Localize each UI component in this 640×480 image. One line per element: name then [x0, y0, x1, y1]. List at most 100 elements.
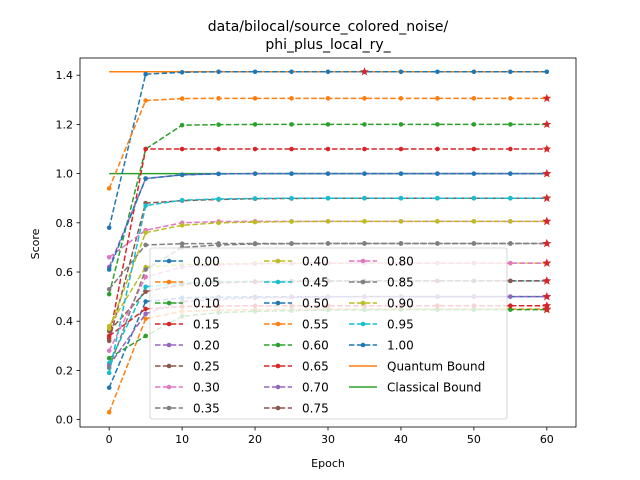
legend-label-14: 0.70: [302, 381, 329, 395]
data-point-18-2: [179, 222, 185, 228]
data-point-0-4: [252, 69, 258, 75]
legend: 0.00 0.05 0.10 0.15 0.20 0.25 0.30 0.35 0.40 0.45…: [149, 247, 508, 420]
legend-label-0: 0.00: [193, 255, 220, 269]
legend-label-12: 0.60: [302, 339, 329, 353]
data-point-2-3: [216, 122, 221, 127]
legend-marker-19: [360, 321, 366, 327]
data-point-2-10: [471, 122, 477, 127]
best-score-star-1: [542, 93, 552, 103]
best-score-star-13: [542, 301, 552, 310]
data-point-2-0: [106, 291, 112, 297]
data-point-0-5: [289, 69, 294, 75]
data-point-3-11: [508, 146, 513, 152]
data-point-2-2: [179, 122, 185, 128]
data-point-16-1: [143, 274, 148, 280]
data-point-19-4: [252, 196, 258, 201]
legend-label-4: 0.20: [193, 339, 220, 353]
legend-label-5: 0.25: [193, 360, 220, 374]
data-point-9-1: [143, 284, 148, 290]
data-point-15-11: [508, 278, 513, 284]
data-point-20-4: [252, 171, 258, 176]
legend-marker-13: [275, 363, 281, 369]
x-tick-label-3: 30: [321, 433, 335, 446]
data-point-19-8: [398, 195, 404, 201]
y-axis-label: Score: [29, 228, 42, 259]
data-point-0-6: [325, 69, 331, 75]
data-point-20-5: [289, 171, 294, 176]
data-point-3-7: [362, 146, 367, 152]
data-point-1-7: [362, 96, 367, 101]
y-tick-label-7: 1.4: [56, 69, 74, 82]
legend-marker-17: [360, 279, 366, 285]
data-point-19-5: [289, 195, 294, 201]
data-point-12-0: [106, 355, 112, 361]
legend-label-19: 0.95: [387, 318, 414, 332]
legend-label-13: 0.65: [302, 360, 329, 374]
data-point-18-4: [252, 219, 258, 225]
legend-label-18: 0.90: [387, 297, 414, 311]
data-point-1-9: [435, 96, 440, 101]
data-point-7-1: [143, 242, 148, 248]
data-point-20-2: [179, 172, 185, 178]
legend-label-17: 0.85: [387, 276, 414, 290]
y-tick-label-6: 1.2: [56, 118, 74, 131]
legend-marker-16: [360, 258, 366, 264]
legend-marker-18: [360, 300, 366, 306]
data-point-10-0: [106, 385, 112, 390]
legend-marker-9: [275, 279, 281, 285]
legend-marker-12: [275, 342, 281, 348]
data-point-17-4: [252, 241, 258, 247]
best-score-star-17: [542, 238, 552, 248]
data-point-19-6: [325, 195, 331, 201]
data-point-19-7: [362, 195, 367, 201]
data-point-18-0: [106, 326, 112, 331]
data-point-1-4: [252, 96, 258, 101]
data-point-18-11: [508, 219, 513, 224]
data-point-1-6: [325, 96, 331, 101]
chart-title-line-1: data/bilocal/source_colored_noise/: [208, 19, 449, 35]
legend-marker-0: [166, 258, 172, 264]
data-point-0-2: [179, 69, 185, 75]
data-point-3-5: [289, 146, 294, 152]
data-point-7-2: [179, 241, 185, 247]
data-point-20-11: [508, 171, 513, 176]
data-point-3-10: [471, 146, 477, 152]
legend-marker-5: [166, 363, 172, 369]
legend-label-22: Classical Bound: [387, 381, 481, 395]
data-point-20-10: [471, 171, 477, 176]
data-point-18-3: [216, 220, 221, 226]
legend-label-9: 0.45: [302, 276, 329, 290]
legend-label-8: 0.40: [302, 255, 329, 269]
data-point-1-8: [398, 96, 404, 101]
data-point-18-6: [325, 219, 331, 224]
legend-label-16: 0.80: [387, 255, 414, 269]
data-point-18-1: [143, 230, 148, 235]
data-point-14-11: [508, 294, 513, 299]
data-point-17-1: [143, 267, 148, 272]
data-point-17-6: [325, 241, 331, 246]
data-point-3-6: [325, 146, 331, 152]
data-point-2-6: [325, 122, 331, 127]
data-point-16-0: [106, 348, 112, 354]
x-tick-label-0: 0: [106, 433, 113, 446]
data-point-3-8: [398, 146, 404, 152]
legend-marker-2: [166, 300, 172, 306]
legend-marker-4: [166, 342, 172, 348]
chart-title-line-2: phi_plus_local_ry_: [265, 37, 391, 53]
legend-marker-20: [360, 342, 366, 348]
data-point-1-1: [143, 98, 148, 103]
data-point-18-10: [471, 219, 477, 224]
data-point-18-9: [435, 219, 440, 224]
data-point-14-1: [143, 311, 148, 317]
legend-label-21: Quantum Bound: [387, 360, 485, 374]
best-score-star-0: [360, 67, 369, 76]
data-point-3-9: [435, 146, 440, 152]
best-score-star-16: [542, 258, 552, 267]
data-point-19-2: [179, 197, 185, 203]
data-point-19-9: [435, 195, 440, 201]
x-tick-label-6: 60: [540, 433, 554, 446]
y-tick-label-1: 0.2: [56, 364, 74, 377]
data-point-2-9: [435, 122, 440, 127]
x-axis-label: Epoch: [311, 457, 345, 470]
